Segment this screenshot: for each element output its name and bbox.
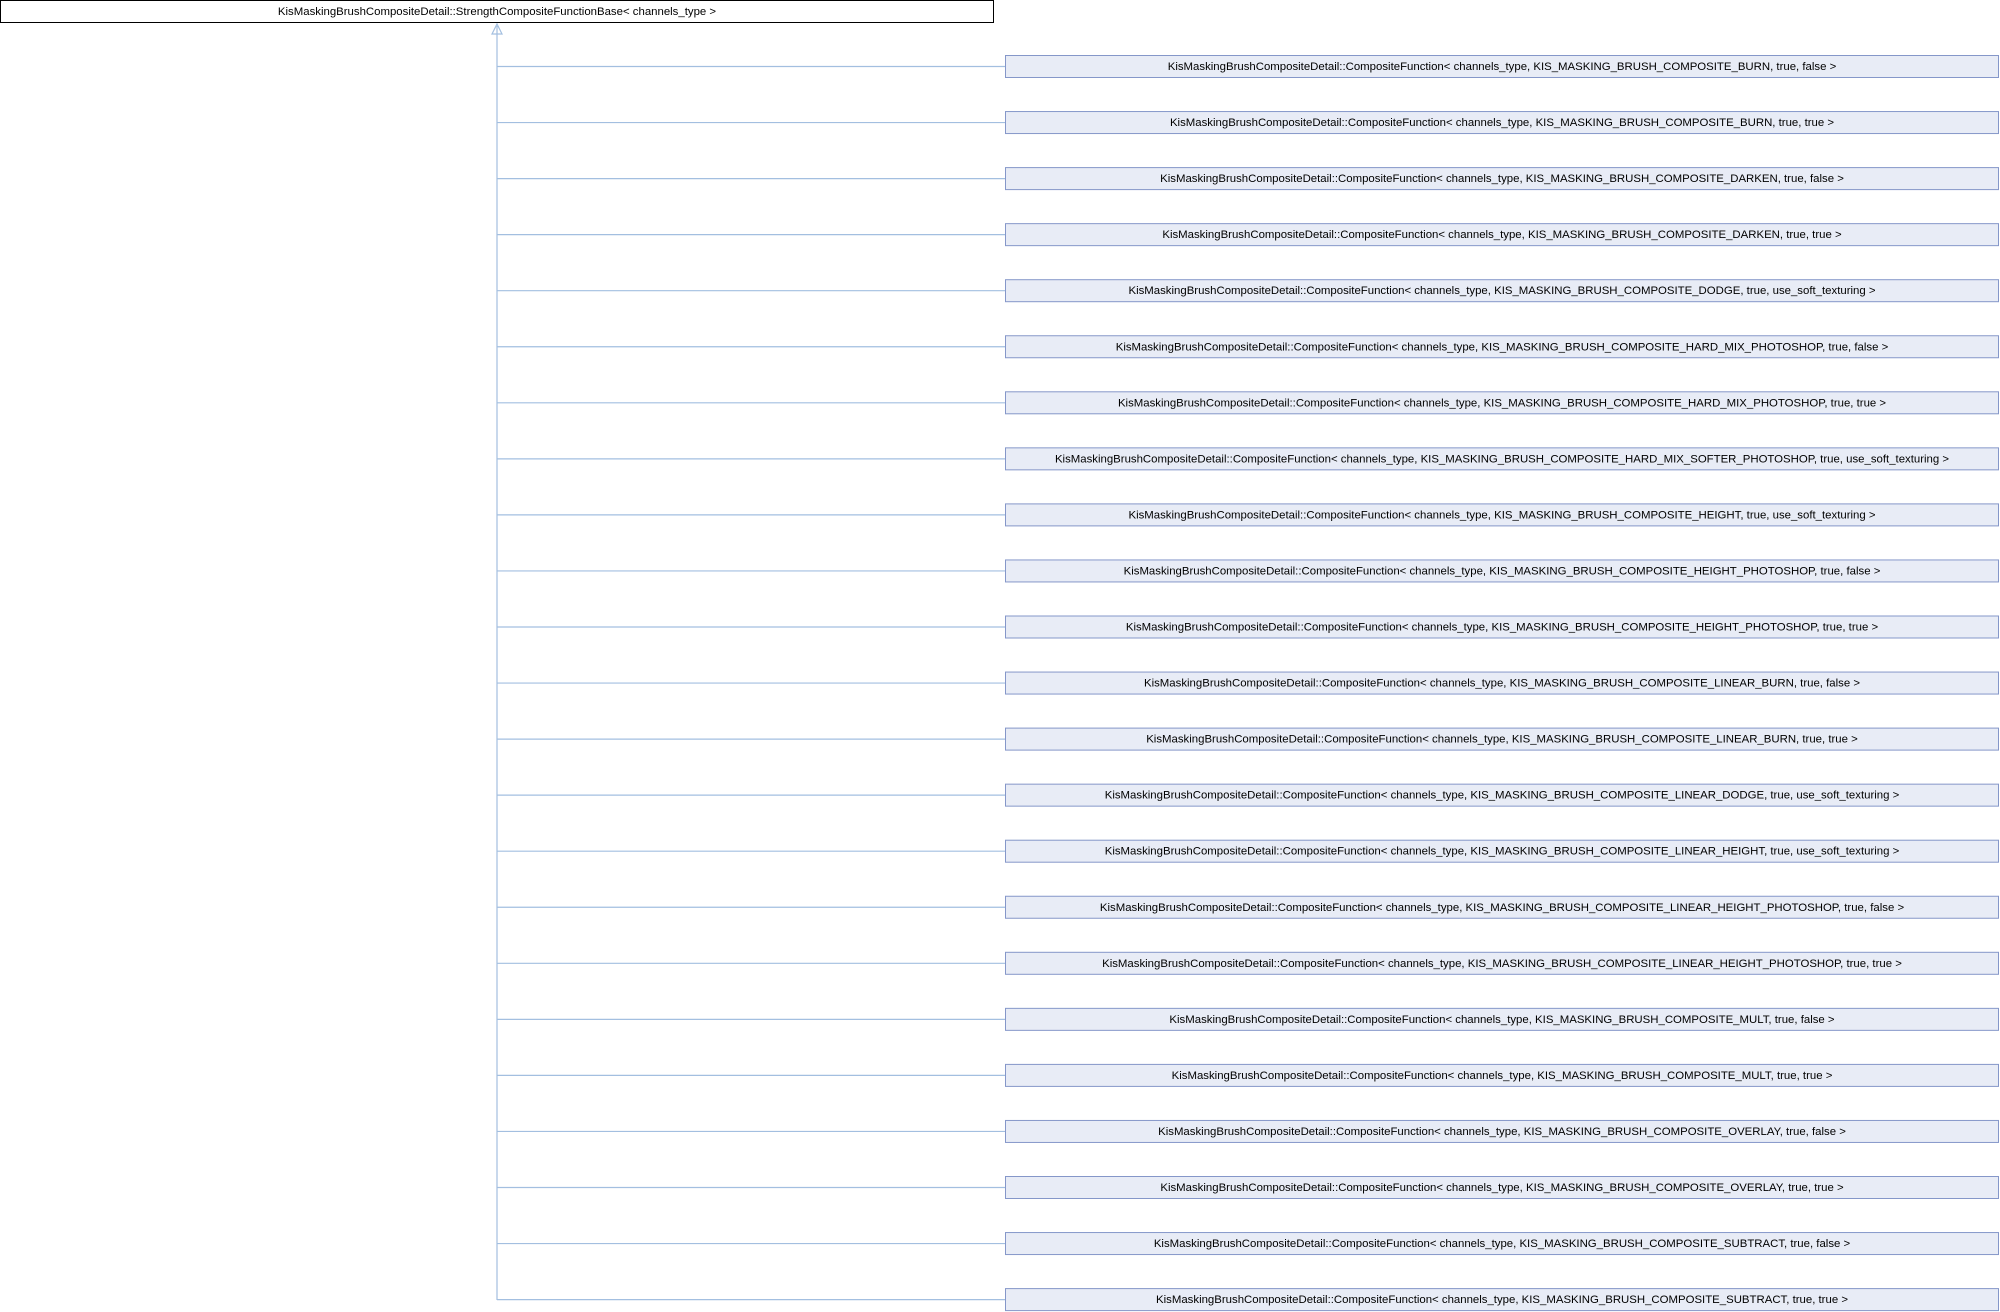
class-label[interactable]: KisMaskingBrushCompositeDetail::Composit…: [1146, 734, 1858, 746]
class-box[interactable]: [1005, 727, 1999, 751]
class-box[interactable]: [1005, 503, 1999, 527]
class-box[interactable]: [1005, 1176, 1999, 1199]
class-label[interactable]: KisMaskingBrushCompositeDetail::Composit…: [1124, 565, 1881, 577]
class-label[interactable]: KisMaskingBrushCompositeDetail::Composit…: [1128, 285, 1875, 297]
class-box[interactable]: [1005, 223, 1999, 247]
class-box[interactable]: [1005, 1119, 1999, 1143]
class-box[interactable]: [1005, 1063, 1999, 1087]
class-label[interactable]: KisMaskingBrushCompositeDetail::Composit…: [1118, 397, 1886, 409]
class-label[interactable]: KisMaskingBrushCompositeDetail::Composit…: [1162, 229, 1842, 241]
class-box[interactable]: [1005, 55, 1999, 78]
class-box[interactable]: [1005, 671, 1999, 695]
root-label: KisMaskingBrushCompositeDetail::Strength…: [278, 6, 716, 18]
class-label[interactable]: KisMaskingBrushCompositeDetail::Composit…: [1126, 622, 1879, 634]
class-box[interactable]: [1005, 783, 1999, 807]
class-box[interactable]: [1005, 447, 1999, 471]
arrow-head: [491, 22, 503, 35]
class-box[interactable]: [1005, 111, 1999, 135]
class-box[interactable]: [1005, 1288, 1999, 1312]
class-label[interactable]: KisMaskingBrushCompositeDetail::Composit…: [1169, 1014, 1834, 1026]
class-label[interactable]: KisMaskingBrushCompositeDetail::Composit…: [1105, 846, 1900, 858]
class-box[interactable]: [1005, 279, 1999, 303]
class-box[interactable]: [1005, 615, 1999, 639]
class-box[interactable]: [1005, 167, 1999, 191]
class-label[interactable]: KisMaskingBrushCompositeDetail::Composit…: [1156, 1294, 1848, 1306]
class-box[interactable]: [1005, 559, 1999, 583]
class-label[interactable]: KisMaskingBrushCompositeDetail::Composit…: [1144, 678, 1860, 690]
class-label[interactable]: KisMaskingBrushCompositeDetail::Composit…: [1158, 1126, 1846, 1138]
class-box[interactable]: [1005, 839, 1999, 863]
class-label[interactable]: KisMaskingBrushCompositeDetail::Composit…: [1105, 790, 1900, 802]
class-box[interactable]: [1005, 335, 1999, 359]
class-label[interactable]: KisMaskingBrushCompositeDetail::Composit…: [1154, 1238, 1851, 1250]
class-box[interactable]: [1005, 895, 1999, 919]
class-label[interactable]: KisMaskingBrushCompositeDetail::Composit…: [1160, 1182, 1844, 1194]
root-box: [0, 0, 994, 23]
class-label[interactable]: KisMaskingBrushCompositeDetail::Composit…: [1102, 958, 1902, 970]
class-label[interactable]: KisMaskingBrushCompositeDetail::Composit…: [1170, 117, 1834, 129]
class-label[interactable]: KisMaskingBrushCompositeDetail::Composit…: [1100, 902, 1905, 914]
class-label[interactable]: KisMaskingBrushCompositeDetail::Composit…: [1160, 173, 1844, 185]
class-label[interactable]: KisMaskingBrushCompositeDetail::Composit…: [1128, 509, 1875, 521]
class-box[interactable]: [1005, 951, 1999, 975]
class-label[interactable]: KisMaskingBrushCompositeDetail::Composit…: [1168, 61, 1837, 73]
class-box[interactable]: [1005, 1007, 1999, 1031]
class-box[interactable]: [1005, 391, 1999, 415]
class-label[interactable]: KisMaskingBrushCompositeDetail::Composit…: [1055, 453, 1949, 465]
class-label[interactable]: KisMaskingBrushCompositeDetail::Composit…: [1172, 1070, 1833, 1082]
class-label[interactable]: KisMaskingBrushCompositeDetail::Composit…: [1116, 341, 1889, 353]
class-box[interactable]: [1005, 1232, 1999, 1256]
